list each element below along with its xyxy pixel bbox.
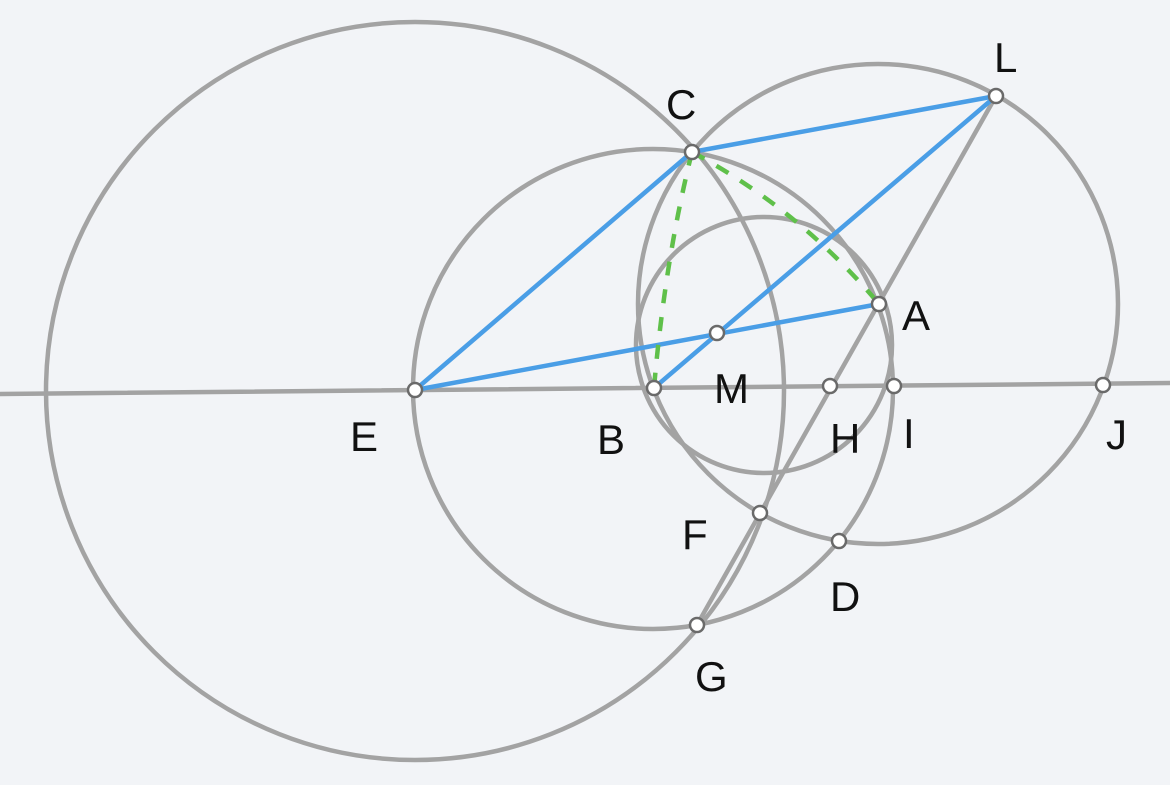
dashed-arc-c-a bbox=[690, 150, 881, 306]
circle-through-b-c-i bbox=[633, 214, 895, 476]
point-e[interactable] bbox=[406, 381, 424, 399]
label-h: H bbox=[830, 415, 860, 462]
line-l-g bbox=[694, 93, 999, 628]
label-c: C bbox=[666, 81, 696, 128]
label-e: E bbox=[350, 413, 378, 460]
base-line bbox=[0, 380, 1170, 397]
segment-c-l bbox=[689, 93, 999, 155]
label-g: G bbox=[695, 653, 728, 700]
label-d: D bbox=[830, 573, 860, 620]
label-a: A bbox=[902, 292, 930, 339]
label-j: J bbox=[1106, 411, 1127, 458]
point-i[interactable] bbox=[885, 377, 903, 395]
point-l[interactable] bbox=[987, 87, 1005, 105]
segment-b-l bbox=[651, 93, 999, 391]
large-circle-center-e bbox=[43, 19, 787, 763]
label-m: M bbox=[714, 365, 749, 412]
point-d[interactable] bbox=[830, 532, 848, 550]
point-g[interactable] bbox=[688, 616, 706, 634]
label-i: I bbox=[903, 410, 915, 457]
point-j[interactable] bbox=[1094, 376, 1112, 394]
label-f: F bbox=[682, 511, 708, 558]
point-c[interactable] bbox=[683, 143, 701, 161]
segment-e-a bbox=[412, 301, 882, 393]
segment-e-c bbox=[412, 149, 695, 393]
dashed-arc-c-b bbox=[651, 151, 695, 389]
circle-through-c-l-j bbox=[635, 61, 1121, 547]
point-b[interactable] bbox=[645, 379, 663, 397]
point-h[interactable] bbox=[821, 377, 839, 395]
point-m[interactable] bbox=[708, 324, 726, 342]
label-b: B bbox=[597, 416, 625, 463]
label-l: L bbox=[994, 34, 1017, 81]
point-f[interactable] bbox=[751, 504, 769, 522]
point-a[interactable] bbox=[870, 295, 888, 313]
